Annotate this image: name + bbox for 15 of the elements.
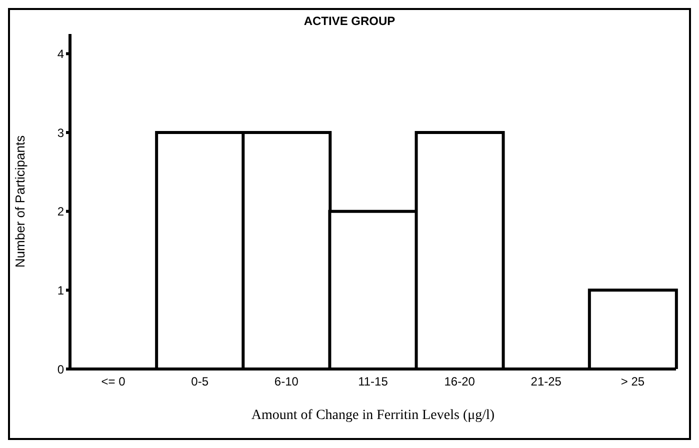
x-tick-label: 6-10 — [274, 374, 299, 389]
y-tick-label: 1 — [57, 283, 64, 298]
y-tick-label: 4 — [57, 46, 64, 61]
y-tick-label: 3 — [57, 126, 64, 140]
y-tick-label: 2 — [57, 204, 64, 219]
x-tick-label: <= 0 — [101, 374, 126, 389]
x-tick-label: 21-25 — [530, 374, 562, 389]
y-axis-title: Number of Participants — [12, 134, 28, 268]
x-tick-label: 0-5 — [191, 374, 209, 389]
chart-title: ACTIVE GROUP — [302, 14, 396, 28]
x-tick-label: 11-15 — [358, 374, 388, 389]
x-axis-title: Amount of Change in Ferritin Levels (μg/l) — [251, 408, 495, 423]
y-tick-label: 0 — [57, 362, 64, 376]
x-tick-label: 16-20 — [444, 374, 476, 389]
x-tick-label: > 25 — [620, 374, 645, 389]
